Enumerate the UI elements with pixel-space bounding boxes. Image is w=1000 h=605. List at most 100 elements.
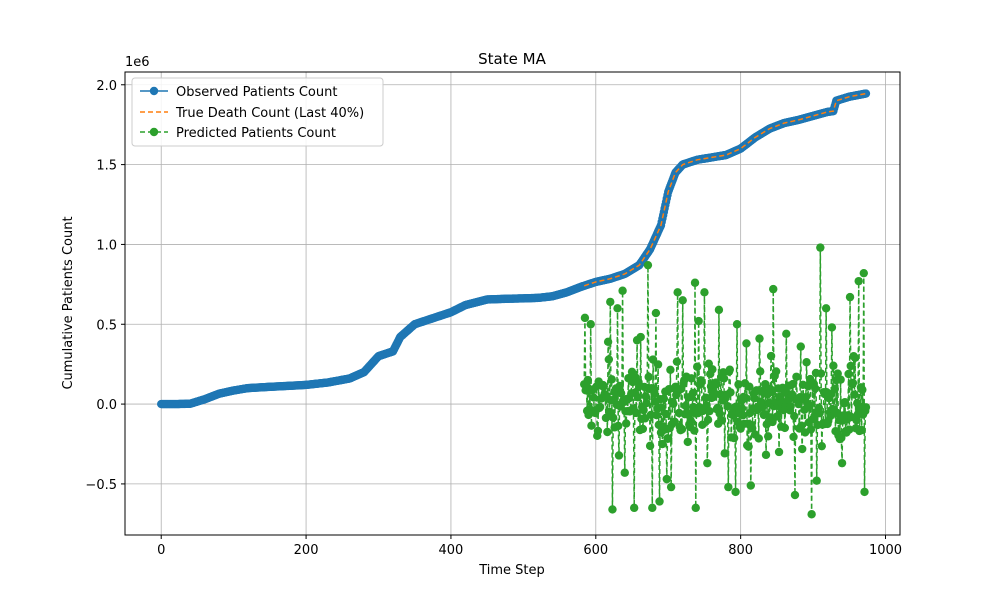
- predicted-point: [614, 421, 623, 431]
- predicted-point: [850, 390, 859, 399]
- predicted-point: [595, 402, 605, 412]
- y-tick-label: 1.0: [96, 238, 117, 253]
- predicted-point: [852, 416, 861, 425]
- predicted-point: [771, 367, 781, 376]
- legend-marker-predicted: [149, 127, 159, 137]
- predicted-point: [700, 288, 709, 297]
- predicted-point: [638, 424, 648, 434]
- predicted-point: [715, 409, 724, 418]
- legend-entry-observed: Observed Patients Count: [140, 85, 337, 100]
- predicted-point: [789, 432, 798, 442]
- predicted-point: [599, 382, 608, 391]
- predicted-point: [774, 447, 784, 457]
- predicted-point: [772, 412, 782, 421]
- x-tick-label: 0: [157, 543, 165, 558]
- predicted-point: [658, 439, 667, 449]
- predicted-point: [593, 426, 603, 436]
- predicted-point: [686, 416, 695, 425]
- predicted-point: [798, 444, 807, 454]
- predicted-point: [858, 385, 867, 394]
- predicted-point: [732, 320, 742, 329]
- predicted-point: [703, 415, 713, 425]
- predicted-point: [603, 427, 612, 437]
- y-tick-label: 0.5: [96, 318, 117, 333]
- predicted-point: [687, 374, 696, 383]
- predicted-point: [790, 411, 799, 421]
- predicted-point: [678, 296, 687, 305]
- predicted-point: [755, 334, 764, 343]
- predicted-point: [622, 419, 631, 428]
- predicted-point: [661, 409, 671, 419]
- predicted-point: [821, 304, 831, 313]
- legend-marker-observed: [149, 86, 159, 96]
- predicted-point: [837, 433, 846, 443]
- series-layer: [157, 89, 871, 519]
- predicted-point: [746, 481, 755, 490]
- predicted-point: [780, 423, 790, 433]
- predicted-point: [632, 408, 641, 418]
- predicted-point: [708, 365, 717, 374]
- predicted-point: [683, 437, 692, 447]
- predicted-point: [741, 393, 750, 403]
- predicted-point: [652, 411, 661, 420]
- predicted-point: [720, 449, 729, 458]
- predicted-point: [859, 268, 868, 278]
- observed-point: [861, 89, 871, 98]
- predicted-point: [815, 409, 824, 418]
- predicted-point: [694, 316, 703, 326]
- predicted-point: [807, 510, 816, 519]
- predicted-point: [763, 432, 773, 441]
- predicted-point: [714, 305, 724, 315]
- predicted-point: [848, 378, 858, 388]
- predicted-point: [607, 375, 616, 384]
- predicted-point: [705, 406, 714, 416]
- predicted-point: [726, 388, 735, 397]
- predicted-point: [659, 394, 669, 403]
- predicted-point: [782, 329, 791, 339]
- predicted-point: [583, 375, 593, 385]
- predicted-point: [692, 362, 702, 371]
- predicted-point: [738, 410, 748, 420]
- x-axis-label: Time Step: [478, 563, 545, 578]
- predicted-point: [629, 503, 639, 513]
- predicted-point: [811, 384, 820, 393]
- predicted-point: [788, 379, 798, 389]
- x-tick-label: 800: [728, 543, 753, 558]
- predicted-point: [653, 360, 663, 369]
- predicted-point: [670, 417, 679, 427]
- predicted-point: [669, 399, 678, 408]
- predicted-point: [616, 389, 626, 398]
- y-tick-label: 1.5: [96, 159, 117, 174]
- predicted-point: [636, 332, 645, 342]
- predicted-point: [620, 468, 629, 477]
- predicted-point: [717, 416, 727, 425]
- predicted-point: [816, 243, 825, 252]
- predicted-point: [655, 497, 664, 506]
- predicted-point: [731, 487, 740, 497]
- predicted-point: [641, 392, 650, 401]
- predicted-point: [769, 284, 778, 294]
- predicted-point: [604, 355, 614, 364]
- predicted-point: [797, 421, 806, 430]
- predicted-point: [697, 377, 706, 387]
- predicted-point: [827, 323, 837, 332]
- x-tick-label: 200: [294, 543, 319, 558]
- predicted-point: [817, 441, 826, 451]
- predicted-point: [608, 413, 618, 422]
- predicted-point: [586, 320, 595, 329]
- predicted-point: [643, 260, 653, 270]
- predicted-point: [844, 369, 853, 379]
- predicted-point: [664, 434, 673, 443]
- predicted-point: [672, 357, 682, 366]
- predicted-point: [761, 450, 771, 460]
- predicted-point: [742, 339, 751, 348]
- predicted-point: [758, 403, 767, 412]
- predicted-point: [794, 399, 803, 409]
- predicted-point: [754, 434, 763, 443]
- x-tick-label: 600: [583, 543, 608, 558]
- predicted-point: [587, 421, 596, 430]
- predicted-point: [750, 394, 759, 403]
- predicted-point: [829, 361, 838, 370]
- predicted-point: [662, 474, 671, 484]
